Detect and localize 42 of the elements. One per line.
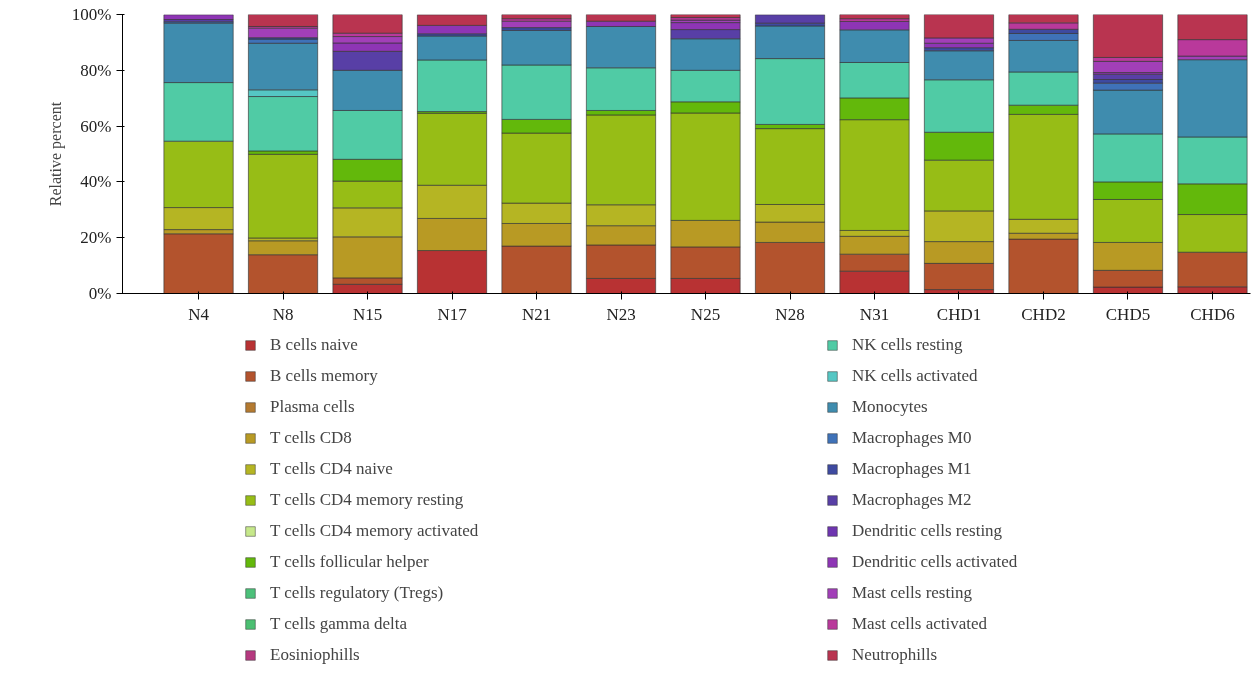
y-tick-label: 0%: [88, 284, 112, 303]
x-tick-label: N8: [272, 304, 294, 324]
y-tick-label: 100%: [71, 5, 112, 24]
legend-label: T cells follicular helper: [270, 551, 429, 573]
legend-label: Neutrophills: [852, 644, 937, 666]
legend-label: Monocytes: [852, 396, 928, 418]
legend-label: Macrophages M1: [852, 458, 972, 480]
x-tick-label: N4: [188, 304, 210, 324]
legend-label: NK cells resting: [852, 334, 963, 356]
x-tick-label: CHD2: [1021, 304, 1066, 324]
x-tick-label: N31: [859, 304, 890, 324]
x-tick-label: CHD1: [936, 304, 982, 324]
y-axis-title: Relative percent: [46, 101, 65, 207]
legend-label: T cells CD8: [270, 427, 352, 449]
legend-label: Macrophages M0: [852, 427, 972, 449]
legend-label: NK cells activated: [852, 365, 978, 387]
legend-label: Mast cells activated: [852, 613, 988, 635]
legend-label: T cells CD4 memory activated: [270, 520, 479, 542]
legend-label: T cells regulatory (Tregs): [270, 582, 444, 604]
legend-label: B cells memory: [270, 365, 378, 387]
x-tick-label: CHD5: [1105, 304, 1151, 324]
legend-label: B cells naive: [270, 334, 358, 356]
legend-label: Dendritic cells resting: [852, 520, 1003, 542]
x-tick-label: CHD6: [1190, 304, 1235, 324]
x-tick-label: N25: [690, 304, 721, 324]
legend-label: T cells CD4 naive: [270, 458, 393, 480]
y-tick-label: 40%: [80, 172, 112, 192]
legend-label: Eosiniophills: [270, 644, 360, 666]
legend-label: T cells CD4 memory resting: [270, 489, 464, 511]
legend-label: Macrophages M2: [852, 489, 972, 511]
legend-label: Plasma cells: [270, 396, 355, 418]
x-tick-label: N23: [606, 304, 636, 324]
x-tick-label: N17: [437, 304, 468, 324]
x-tick-label: N21: [521, 304, 552, 324]
x-tick-label: N28: [775, 304, 805, 324]
legend-label: Dendritic cells activated: [852, 551, 1018, 573]
legend-label: Mast cells resting: [852, 582, 972, 604]
y-tick-label: 20%: [80, 228, 112, 248]
legend-label: T cells gamma delta: [270, 613, 408, 635]
y-tick-label: 60%: [80, 116, 112, 136]
y-tick-label: 80%: [80, 60, 112, 80]
x-tick-label: N15: [352, 304, 383, 324]
